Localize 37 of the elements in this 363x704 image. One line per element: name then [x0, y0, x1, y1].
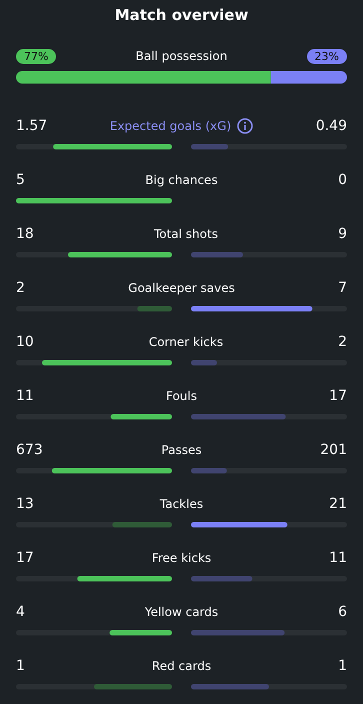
data-label: 1.57 — [16, 118, 48, 134]
data-label: 7 — [338, 280, 347, 296]
data-label: 21 — [329, 496, 347, 512]
data-label: 11 — [16, 388, 34, 404]
data-label: 18 — [16, 226, 34, 242]
data-label: 23% — [306, 48, 347, 64]
data-label: 6 — [338, 604, 347, 620]
data-label: 2 — [338, 334, 347, 350]
data-label: 13 — [16, 496, 34, 512]
text: Match overview — [114, 6, 250, 24]
data-label: 673 — [16, 442, 43, 458]
data-label: 17 — [329, 388, 347, 404]
data-label: 0.49 — [316, 118, 347, 134]
data-label: 11 — [329, 550, 347, 566]
data-label: 1 — [338, 658, 347, 674]
data-label: 17 — [16, 550, 34, 566]
data-label: 0 — [338, 172, 347, 188]
category-label: Total shots — [154, 227, 218, 241]
category-label: Ball possession — [136, 49, 228, 63]
data-label: 2 — [16, 280, 25, 296]
data-label: 201 — [320, 442, 347, 458]
data-label: 1 — [16, 658, 25, 674]
category-label: Fouls — [166, 389, 197, 403]
data-label: 4 — [16, 604, 25, 620]
data-label: 10 — [16, 334, 34, 350]
category-label: Red cards — [152, 659, 212, 673]
category-label: Corner kicks — [148, 335, 224, 349]
category-label: Passes — [161, 443, 202, 457]
category-label: Tackles — [160, 497, 204, 511]
category-label: Expected goals (xG) — [110, 118, 232, 134]
category-label: Yellow cards — [144, 605, 218, 619]
data-label: 9 — [338, 226, 347, 242]
category-label: Free kicks — [152, 551, 212, 565]
data-label: 77% — [16, 48, 56, 64]
category-label: Goalkeeper saves — [128, 281, 235, 295]
category-label: Big chances — [145, 173, 218, 187]
data-label: 5 — [16, 172, 25, 188]
